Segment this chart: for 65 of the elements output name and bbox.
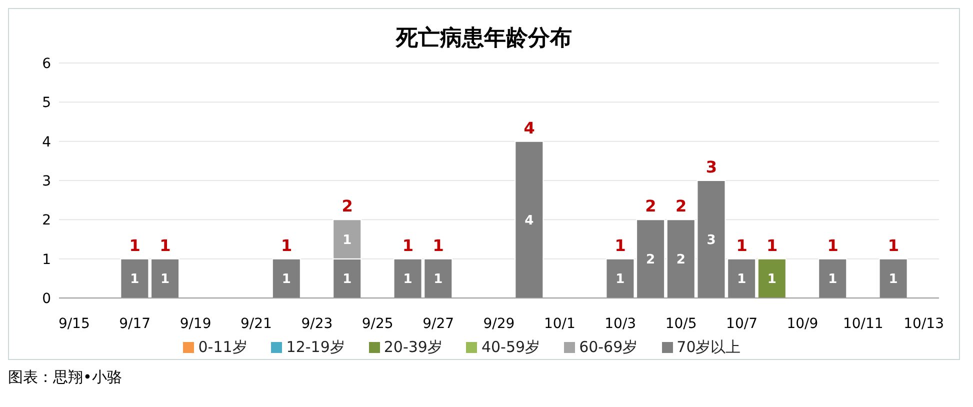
y-tick-label: 0 xyxy=(42,290,51,307)
total-label: 1 xyxy=(281,236,292,255)
text: 图表：思翔•小骆 xyxy=(8,368,123,387)
x-tick-label: 9/23 xyxy=(301,316,333,332)
total-label: 1 xyxy=(129,236,140,255)
x-tick-label: 9/29 xyxy=(483,316,515,332)
bar xyxy=(818,258,848,298)
data-label: 1 xyxy=(342,272,352,288)
total-label: 1 xyxy=(432,236,444,255)
chart-title: 死亡病患年龄分布 xyxy=(394,24,573,53)
data-label: 1 xyxy=(342,232,352,248)
total-label: 4 xyxy=(524,118,535,138)
data-label: 1 xyxy=(282,272,291,288)
total-label: 1 xyxy=(402,236,414,255)
x-tick-label: 10/1 xyxy=(544,316,576,332)
y-tick-label: 4 xyxy=(42,134,52,150)
data-label: 1 xyxy=(616,272,625,288)
data-label: 2 xyxy=(676,252,686,268)
total-label: 1 xyxy=(766,236,778,255)
data-label: 1 xyxy=(130,272,140,288)
x-tick-label: 10/3 xyxy=(604,316,636,332)
x-tick-label: 10/11 xyxy=(842,316,884,332)
total-label: 1 xyxy=(888,236,900,255)
x-tick-label: 9/21 xyxy=(240,316,272,332)
y-tick-label: 2 xyxy=(42,212,51,229)
total-label: 1 xyxy=(736,236,748,255)
legend-label: 60-69岁 xyxy=(579,338,638,356)
data-label: 1 xyxy=(403,272,412,288)
bar xyxy=(514,140,544,298)
legend-label: 70岁以上 xyxy=(676,338,741,356)
data-label: 1 xyxy=(434,272,443,288)
data-label: 1 xyxy=(160,272,170,288)
total-label: 2 xyxy=(645,196,656,216)
x-tick-label: 9/19 xyxy=(180,316,212,332)
x-tick-label: 10/5 xyxy=(665,316,697,332)
y-tick-label: 3 xyxy=(42,173,51,190)
total-label: 1 xyxy=(827,236,838,255)
legend-label: 40-59岁 xyxy=(481,338,540,356)
x-tick-label: 10/13 xyxy=(904,316,944,332)
total-label: 1 xyxy=(614,236,626,255)
legend-label: 20-39岁 xyxy=(384,338,442,356)
y-tick-label: 5 xyxy=(42,95,51,112)
data-label: 1 xyxy=(737,272,746,288)
x-tick-label: 10/9 xyxy=(786,316,818,332)
total-label: 3 xyxy=(706,158,717,176)
data-label: 3 xyxy=(706,232,716,248)
data-label: 2 xyxy=(646,252,656,268)
data-label: 1 xyxy=(767,272,776,288)
x-tick-label: 9/15 xyxy=(58,316,90,332)
data-label: 1 xyxy=(828,272,838,288)
x-tick-label: 9/17 xyxy=(119,316,151,332)
data-label: 4 xyxy=(524,213,534,228)
x-tick-label: 9/27 xyxy=(422,316,454,332)
total-label: 2 xyxy=(342,196,353,216)
total-label: 2 xyxy=(676,196,687,216)
x-tick-label: 10/7 xyxy=(726,316,758,332)
data-label: 1 xyxy=(888,272,898,288)
legend-label: 12-19岁 xyxy=(286,338,345,356)
legend-label: 0-11岁 xyxy=(198,338,248,356)
y-tick-label: 1 xyxy=(42,252,51,268)
total-label: 1 xyxy=(160,236,171,255)
bar xyxy=(272,258,301,298)
x-tick-label: 9/25 xyxy=(362,316,394,332)
y-tick-label: 6 xyxy=(42,56,52,72)
bar xyxy=(878,258,908,298)
